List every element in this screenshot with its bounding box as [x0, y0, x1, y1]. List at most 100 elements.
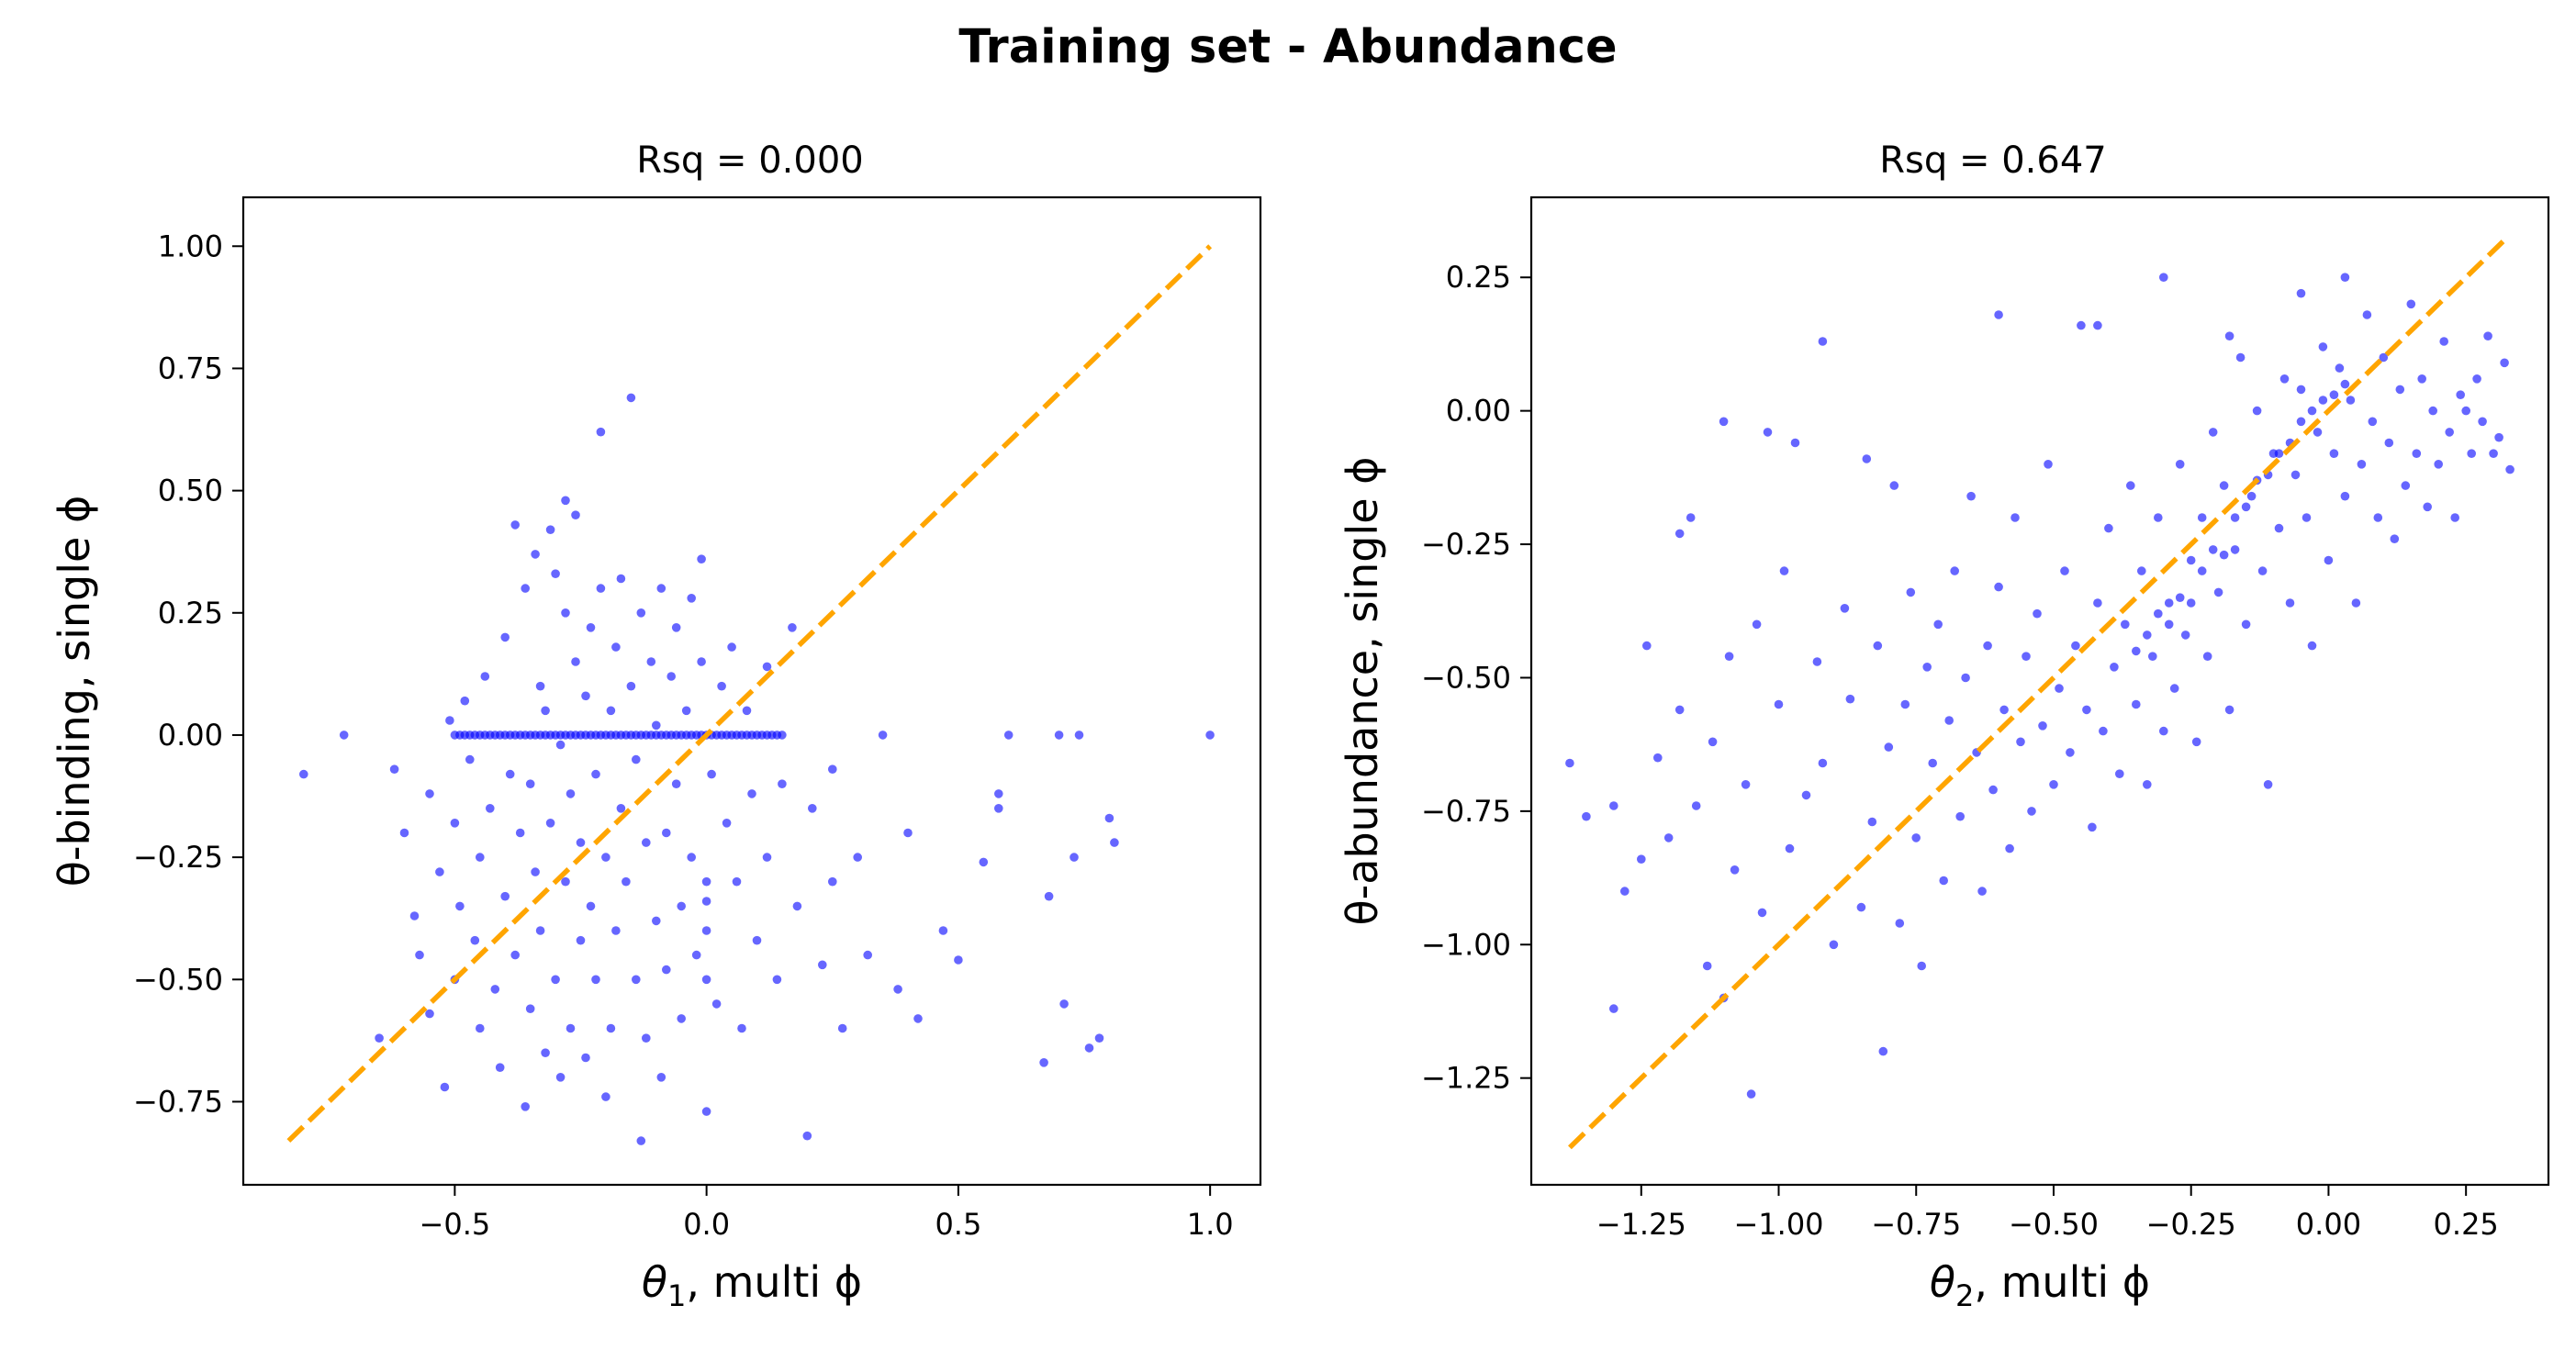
chart-left-point: [515, 828, 525, 838]
chart-left-point: [792, 901, 802, 911]
chart-left-point: [938, 926, 948, 935]
chart-left-point: [581, 1053, 590, 1063]
chart-left-point: [1205, 731, 1215, 740]
chart-left-point: [697, 554, 706, 563]
chart-left-frame: [241, 195, 1262, 1187]
chart-left-point: [581, 691, 590, 701]
chart-left-point: [490, 985, 500, 994]
chart-left-point: [616, 804, 626, 813]
chart-left-point: [893, 985, 902, 994]
chart-left-point: [687, 853, 696, 862]
chart-left-xtick-label: 1.0: [1187, 1207, 1234, 1242]
chart-left-xtick-label: 0.5: [935, 1207, 981, 1242]
chart-left-point: [601, 1092, 610, 1101]
chart-left-point: [1084, 1043, 1094, 1053]
chart-left-point: [571, 657, 580, 666]
chart-left-point: [656, 584, 666, 593]
chart-left-point: [1039, 1058, 1048, 1067]
chart-left-point: [521, 1102, 530, 1111]
chart-left-ytick-label: −0.75: [133, 1084, 223, 1119]
chart-left-point: [878, 731, 888, 740]
chart-left-point: [409, 911, 420, 920]
chart-left-point: [778, 779, 787, 788]
chart-left-point: [642, 838, 651, 847]
chart-left-point: [666, 672, 676, 681]
chart-left-point: [788, 623, 797, 632]
chart-left-point: [299, 769, 308, 779]
chart-left-point: [656, 1073, 666, 1082]
chart-left-point: [389, 764, 399, 774]
chart-left-point: [701, 897, 711, 906]
chart-left-point: [450, 819, 460, 828]
chart-left-point: [495, 1063, 505, 1072]
chart-left-xtick-label: −0.5: [420, 1207, 491, 1242]
chart-left-point: [652, 720, 661, 731]
chart-left-point: [586, 623, 596, 632]
chart-left-point: [545, 525, 555, 534]
chart-left-point: [662, 828, 671, 838]
chart-left-point: [435, 867, 444, 876]
chart-left-point: [500, 891, 510, 901]
chart-left-point: [375, 1033, 384, 1043]
chart-left-point: [576, 935, 586, 945]
chart-left-points: [299, 393, 1215, 1145]
chart-left-point: [611, 642, 621, 652]
chart-left-point: [732, 876, 742, 887]
chart-left-point: [1059, 999, 1069, 1009]
chart-left-point: [486, 804, 495, 813]
chart-left-point: [711, 999, 722, 1009]
chart-left-point: [465, 754, 475, 764]
chart-left-point: [632, 754, 641, 764]
chart-left-point: [521, 584, 530, 593]
chart-left-point: [555, 1073, 566, 1082]
chart-left-ytick-label: −0.25: [133, 840, 223, 875]
chart-left-point: [697, 657, 706, 666]
chart-left-point: [853, 853, 862, 862]
chart-left-point: [455, 901, 465, 911]
chart-left-point: [636, 1136, 646, 1145]
chart-left-title: Rsq = 0.000: [636, 139, 863, 182]
chart-left-point: [828, 764, 837, 774]
chart-left-point: [606, 1023, 616, 1033]
chart-left-point: [510, 950, 520, 960]
chart-left-point: [566, 1023, 576, 1033]
chart-left-point: [561, 876, 570, 887]
chart-left-point: [576, 838, 586, 847]
chart-left-point: [1104, 813, 1114, 823]
chart-left-point: [535, 681, 545, 691]
figure-title: Training set - Abundance: [958, 20, 1618, 74]
chart-left-point: [339, 731, 349, 740]
chart-left-point: [531, 867, 540, 876]
chart-left-point: [551, 569, 560, 578]
chart-left-point: [566, 789, 576, 798]
chart-left-point: [440, 1082, 450, 1092]
chart-left-point: [551, 975, 560, 985]
chart-left-point: [778, 731, 787, 740]
chart-left-point: [662, 965, 671, 975]
chart-left-point: [652, 916, 661, 926]
chart-left-point: [1074, 731, 1084, 740]
chart-left-point: [445, 716, 454, 725]
chart-left-point: [677, 1014, 686, 1023]
chart-left-point: [636, 608, 646, 618]
chart-left-point: [541, 706, 550, 716]
chart-left-point: [591, 769, 600, 779]
chart-left-point: [808, 804, 817, 813]
chart-left-point: [954, 955, 963, 965]
chart-left-point: [701, 975, 711, 985]
chart-left-point: [586, 901, 596, 911]
chart-left-point: [687, 594, 696, 603]
chart-left-point: [671, 779, 681, 788]
chart-left-point: [415, 950, 424, 960]
chart-left-point: [752, 935, 762, 945]
chart-left-point: [722, 819, 732, 828]
chart-left-point: [500, 632, 510, 642]
chart-left-point: [525, 1004, 535, 1013]
chart-left-point: [632, 975, 641, 985]
chart-left-point: [818, 960, 827, 970]
chart-left-point: [701, 926, 711, 935]
chart-left-ytick-label: −0.50: [133, 962, 223, 997]
chart-left-point: [561, 496, 570, 506]
